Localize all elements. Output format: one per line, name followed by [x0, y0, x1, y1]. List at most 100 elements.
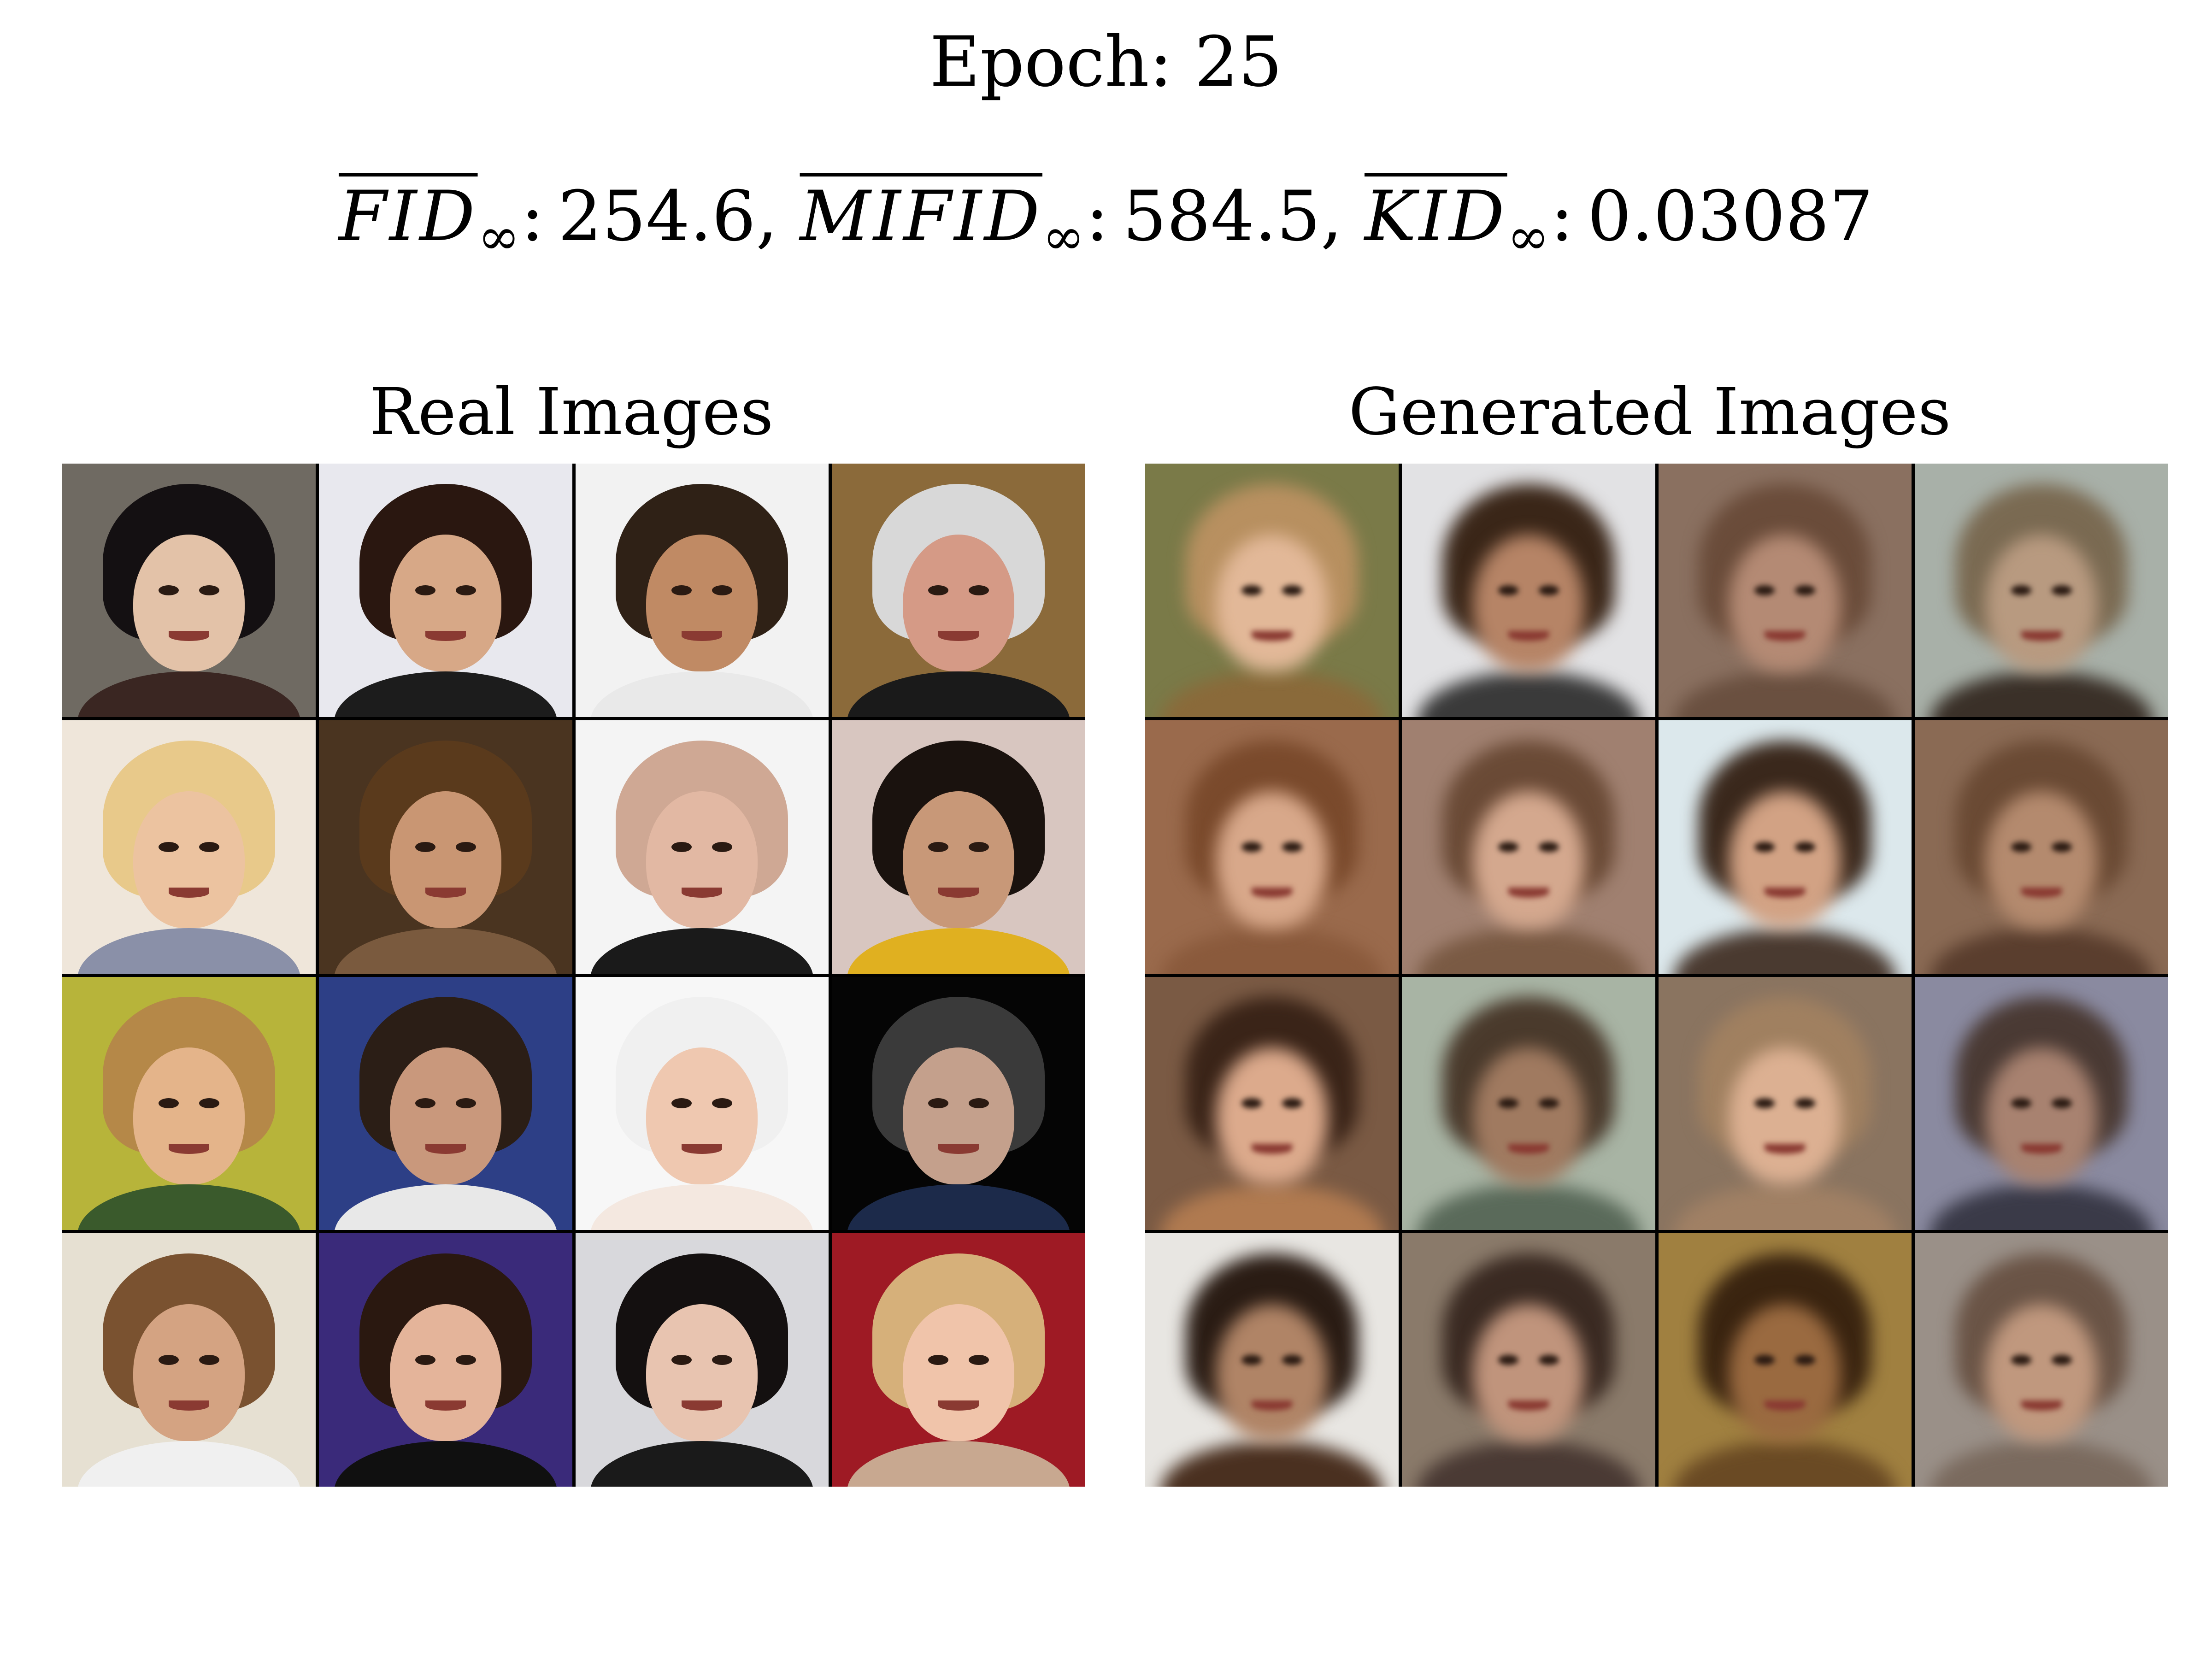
face-shape — [1472, 791, 1584, 928]
face-shape — [389, 791, 501, 928]
generated-face-image — [1145, 464, 1399, 717]
generated-face-image — [1145, 977, 1399, 1230]
left-eye — [1754, 1355, 1775, 1365]
shoulders-shape — [1160, 1184, 1383, 1230]
generated-images-grid — [1145, 464, 2168, 1487]
metric-separator: , — [1320, 176, 1343, 257]
mouth — [168, 1400, 209, 1411]
mouth — [938, 1400, 979, 1411]
left-eye — [1498, 841, 1518, 852]
face-shape — [1986, 1304, 2098, 1441]
right-eye — [1795, 841, 1816, 852]
generated-face-image — [1401, 977, 1655, 1230]
mouth — [682, 887, 723, 898]
real-face-image — [832, 464, 1085, 717]
mouth — [1251, 1144, 1292, 1154]
left-eye — [928, 1098, 949, 1109]
real-images-grid — [62, 464, 1085, 1487]
right-eye — [2052, 1355, 2072, 1365]
mouth — [1508, 1144, 1549, 1154]
left-eye — [1754, 1098, 1775, 1109]
mouth — [1765, 630, 1806, 641]
shoulders-shape — [77, 671, 300, 717]
right-eye — [712, 1098, 733, 1109]
left-eye — [415, 841, 435, 852]
face-shape — [1216, 1047, 1328, 1185]
left-eye — [2011, 1355, 2032, 1365]
mouth — [2021, 630, 2062, 641]
left-eye — [1241, 1355, 1262, 1365]
shoulders-shape — [1930, 671, 2153, 717]
face-shape — [1986, 791, 2098, 928]
shoulders-shape — [590, 671, 814, 717]
mouth — [1765, 1400, 1806, 1411]
generated-face-image — [1401, 1233, 1655, 1487]
metric-name: MIFID — [800, 176, 1042, 257]
shoulders-shape — [590, 928, 814, 974]
face-shape — [133, 534, 245, 671]
generated-images-title: Generated Images — [1348, 375, 1951, 450]
left-eye — [158, 1355, 179, 1365]
right-eye — [969, 841, 989, 852]
left-eye — [928, 1355, 949, 1365]
real-images-title: Real Images — [369, 375, 774, 450]
face-shape — [1986, 1047, 2098, 1185]
left-eye — [158, 1098, 179, 1109]
real-face-image — [62, 1233, 316, 1487]
right-eye — [199, 585, 219, 595]
real-face-image — [318, 464, 572, 717]
metric-subscript: ∞ — [1042, 207, 1085, 266]
metric-mifid: MIFID∞: 584.5, — [800, 171, 1343, 269]
right-eye — [1795, 585, 1816, 595]
right-eye — [2052, 585, 2072, 595]
left-eye — [671, 1355, 692, 1365]
face-shape — [133, 1047, 245, 1185]
shoulders-shape — [1417, 1184, 1640, 1230]
metric-name: FID — [338, 176, 478, 257]
real-face-image — [832, 1233, 1085, 1487]
shoulders-shape — [334, 671, 557, 717]
real-face-image — [575, 1233, 829, 1487]
mouth — [425, 1400, 466, 1411]
metric-value: 584.5 — [1123, 176, 1321, 257]
left-eye — [928, 841, 949, 852]
shoulders-shape — [1160, 928, 1383, 974]
mouth — [1508, 1400, 1549, 1411]
shoulders-shape — [1930, 1184, 2153, 1230]
shoulders-shape — [847, 1441, 1070, 1487]
generated-face-image — [1658, 977, 1912, 1230]
right-eye — [1538, 1355, 1559, 1365]
shoulders-shape — [77, 928, 300, 974]
left-eye — [2011, 1098, 2032, 1109]
right-eye — [1795, 1098, 1816, 1109]
mouth — [938, 1144, 979, 1154]
face-shape — [389, 1047, 501, 1185]
mouth — [425, 887, 466, 898]
real-face-image — [575, 464, 829, 717]
right-eye — [1538, 841, 1559, 852]
right-eye — [1282, 585, 1302, 595]
generated-face-image — [1915, 720, 2168, 974]
real-face-image — [575, 977, 829, 1230]
generated-face-image — [1658, 464, 1912, 717]
mouth — [682, 1144, 723, 1154]
right-eye — [455, 1355, 476, 1365]
shoulders-shape — [77, 1441, 300, 1487]
mouth — [2021, 1144, 2062, 1154]
shoulders-shape — [1160, 671, 1383, 717]
face-shape — [133, 1304, 245, 1441]
face-shape — [646, 791, 758, 928]
face-shape — [903, 1304, 1015, 1441]
right-eye — [1282, 841, 1302, 852]
left-eye — [2011, 585, 2032, 595]
shoulders-shape — [590, 1441, 814, 1487]
left-eye — [2011, 841, 2032, 852]
right-eye — [969, 1355, 989, 1365]
right-eye — [199, 1355, 219, 1365]
mouth — [168, 887, 209, 898]
face-shape — [389, 534, 501, 671]
shoulders-shape — [1673, 1441, 1897, 1487]
mouth — [2021, 1400, 2062, 1411]
right-eye — [712, 1355, 733, 1365]
metrics-line: FID∞: 254.6, MIFID∞: 584.5, KID∞: 0.03087 — [0, 171, 2212, 269]
